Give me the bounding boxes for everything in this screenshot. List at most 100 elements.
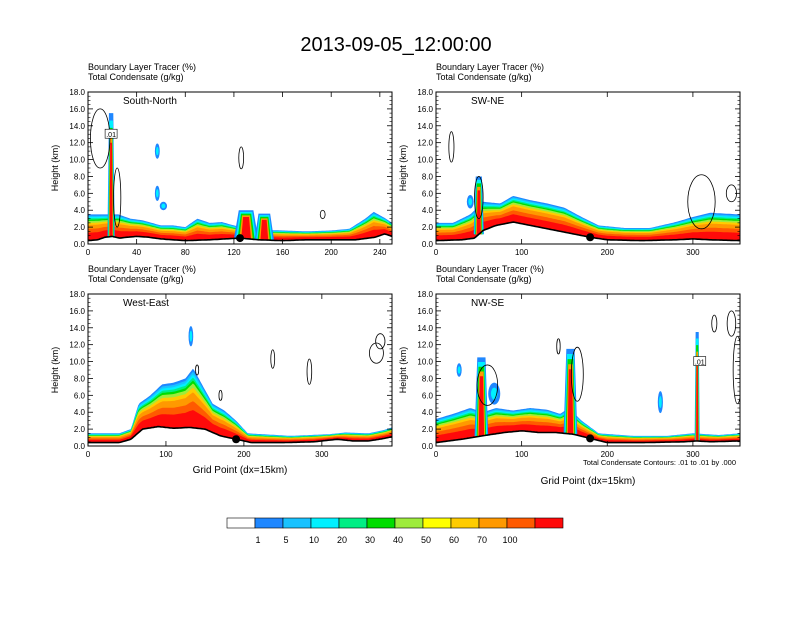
y-tick-label: 18.0 [417,290,433,299]
y-tick-label: 18.0 [69,88,85,97]
x-tick-label: 300 [315,450,329,459]
colorbar-swatch [506,517,536,529]
panel-header-tracer: Boundary Layer Tracer (%) [88,264,196,274]
y-axis-label: Height (km) [398,347,408,394]
y-tick-label: 10.0 [417,358,433,367]
condensate-contour [732,335,740,405]
panel-nw-se: .01 0.0 2.0 4.0 6.0 8.0 10.0 12.0 14.0 16.0 18.0 0 1… [398,264,741,487]
x-tick-label: 200 [601,248,615,257]
y-tick-label: 8.0 [422,172,434,181]
tracer-blob [189,330,193,342]
tracer-plume [696,358,699,441]
y-tick-label: 16.0 [417,307,433,316]
panel-header-tracer: Boundary Layer Tracer (%) [436,264,544,274]
condensate-contour [474,176,484,220]
panel-header-condensate: Total Condensate (g/kg) [88,274,184,284]
contour-label: .01 [695,360,705,367]
y-axis-label: Height (km) [50,347,60,394]
tracer-blob [155,146,159,156]
x-tick-label: 0 [434,450,439,459]
condensate-contour [448,131,455,163]
colorbar: 1 5 10 20 30 40 50 60 70 100 [226,517,564,545]
condensate-contour [319,209,326,220]
contour-label-box [693,356,707,366]
y-tick-label: 2.0 [74,425,86,434]
contour-label-box [104,128,118,139]
y-tick-label: 10.0 [69,156,85,165]
tracer-plume [109,142,113,237]
figure-title: 2013-09-05_12:00:00 [300,34,491,56]
y-axis-label: Height (km) [50,145,60,192]
y-axis-label: Height (km) [398,145,408,192]
y-tick-label: 0.0 [422,442,434,451]
x-tick-label: 240 [373,248,387,257]
colorbar-swatch [254,517,284,529]
x-tick-label: 100 [159,450,173,459]
location-marker [232,435,241,444]
tracer-band [436,214,740,241]
tracer-plume [260,219,269,240]
tracer-blob [658,396,662,409]
y-tick-label: 2.0 [74,223,86,232]
tracer-band [436,424,740,443]
y-tick-label: 4.0 [74,206,86,215]
y-tick-label: 16.0 [69,105,85,114]
y-tick-label: 12.0 [69,341,85,350]
y-tick-label: 10.0 [417,156,433,165]
y-tick-label: 4.0 [422,408,434,417]
panel-header-condensate: Total Condensate (g/kg) [88,72,184,82]
condensate-contour [113,167,122,228]
tracer-plume [241,217,251,239]
colorbar-label: 5 [283,535,288,545]
contour-note: Total Condensate Contours: .01 to .01 by… [583,458,736,467]
condensate-contour [556,338,561,355]
x-tick-label: 80 [181,248,190,257]
x-tick-label: 300 [686,450,700,459]
location-marker [236,234,244,243]
panel-sw-ne: 0.0 2.0 4.0 6.0 8.0 10.0 12.0 14.0 16.0 18.0 0 100 2… [398,62,741,257]
x-tick-label: 0 [86,248,91,257]
tracer-plume [476,190,481,235]
colorbar-swatch [282,517,312,529]
y-tick-label: 4.0 [74,408,86,417]
colorbar-swatch [310,517,340,529]
panel-header-condensate: Total Condensate (g/kg) [436,72,532,82]
x-tick-label: 40 [132,248,141,257]
x-tick-label: 100 [515,450,529,459]
y-tick-label: 18.0 [417,88,433,97]
colorbar-label: 40 [393,535,403,545]
y-tick-label: 6.0 [422,391,434,400]
y-tick-label: 10.0 [69,358,85,367]
colorbar-label: 30 [365,535,375,545]
x-tick-label: 200 [601,450,615,459]
x-tick-label: 120 [227,248,241,257]
contour-label: .01 [106,132,116,139]
condensate-contour [476,364,499,406]
tracer-blob [155,189,159,198]
colorbar-swatch [226,517,256,529]
condensate-contour [270,349,276,369]
colorbar-swatch [422,517,452,529]
tracer-band [88,392,392,443]
y-tick-label: 4.0 [422,206,434,215]
panel-south-north: .01 0.0 2.0 4.0 6.0 8.0 10.0 12.0 14.0 16.0 18.0 0 4… [50,62,393,257]
x-tick-label: 300 [686,248,700,257]
y-tick-label: 8.0 [74,172,86,181]
tracer-blob [161,203,166,209]
x-tick-label: 200 [325,248,339,257]
y-tick-label: 16.0 [69,307,85,316]
condensate-contour [218,389,223,401]
x-tick-label: 0 [434,248,439,257]
tracer-band [88,410,392,443]
y-tick-label: 12.0 [417,139,433,148]
x-tick-label: 100 [515,248,529,257]
x-axis-label: Grid Point (dx=15km) [193,465,288,476]
y-tick-label: 2.0 [422,223,434,232]
y-tick-label: 14.0 [417,324,433,333]
colorbar-swatch [338,517,368,529]
colorbar-label: 70 [477,535,487,545]
condensate-contour [368,342,384,364]
condensate-contour [306,358,313,385]
